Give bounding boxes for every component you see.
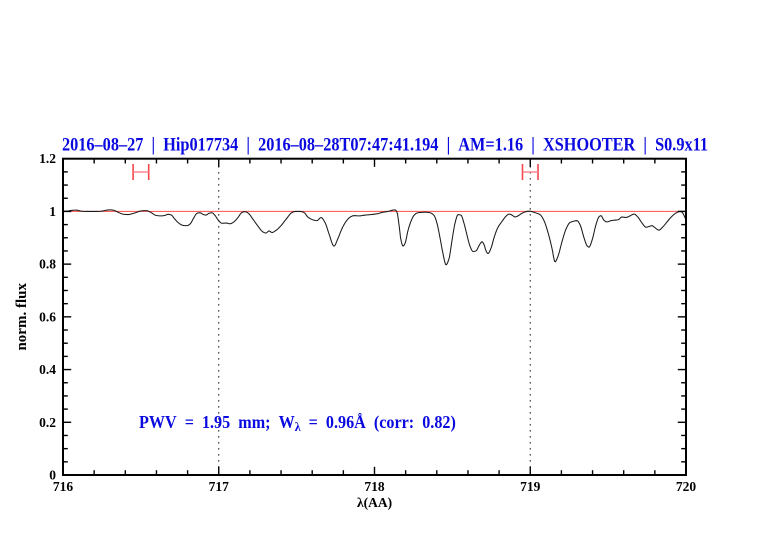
svg-text:2016–08–27 | Hip017734 | 2: 2016–08–27 | Hip017734 | 2016–08–28T07:4… <box>62 135 708 156</box>
svg-text:720: 720 <box>676 479 697 494</box>
svg-text:1: 1 <box>49 204 56 219</box>
svg-text:0.2: 0.2 <box>39 415 56 430</box>
svg-text:717: 717 <box>209 479 230 494</box>
svg-text:1.2: 1.2 <box>39 151 56 166</box>
svg-text:norm. flux: norm. flux <box>14 283 30 351</box>
svg-text:716: 716 <box>53 479 74 494</box>
svg-text:0.4: 0.4 <box>39 362 56 377</box>
svg-text:0.8: 0.8 <box>39 257 56 272</box>
svg-text:718: 718 <box>364 479 385 494</box>
svg-text:0.6: 0.6 <box>39 309 56 324</box>
svg-text:λ(AA): λ(AA) <box>357 495 392 510</box>
svg-text:719: 719 <box>520 479 541 494</box>
svg-text:0: 0 <box>49 468 56 483</box>
svg-text:PWV = 1.95 mm; Wλ = 0.96: PWV = 1.95 mm; Wλ = 0.96Å (corr: 0.82) <box>139 412 456 434</box>
